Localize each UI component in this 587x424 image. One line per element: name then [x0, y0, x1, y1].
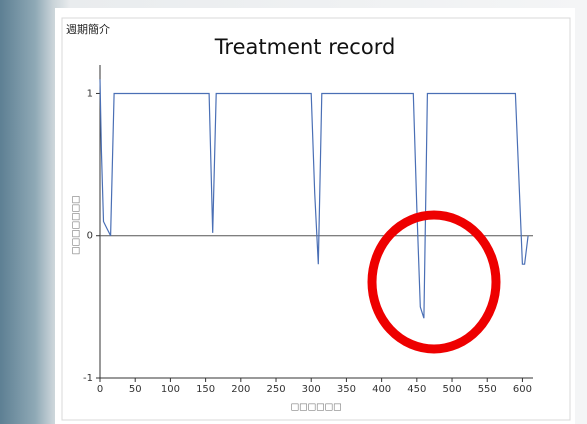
x-axis-label: □□□□□□: [290, 403, 341, 413]
chart-title: Treatment record: [214, 35, 396, 59]
y-tick-label: 0: [87, 231, 93, 242]
x-tick-label: 600: [513, 384, 532, 395]
x-tick-label: 100: [161, 384, 180, 395]
y-tick-label: 1: [87, 88, 93, 99]
x-tick-label: 150: [196, 384, 215, 395]
x-tick-label: 0: [97, 384, 103, 395]
panel-border: [61, 17, 571, 421]
x-tick-label: 550: [478, 384, 497, 395]
x-tick-label: 500: [442, 384, 461, 395]
highlight-circle: [367, 210, 501, 354]
y-tick-label: -1: [83, 373, 93, 384]
plot: -1 0 1 0 50 100 150 200 250 300 350 400 450 500 550 600: [83, 65, 533, 395]
x-tick-label: 450: [407, 384, 426, 395]
x-tick-label: 300: [302, 384, 321, 395]
x-tick-label: 200: [231, 384, 250, 395]
x-tick-label: 350: [337, 384, 356, 395]
panel-label: 週期簡介: [66, 22, 110, 36]
y-axis-label: □□□□□□□: [71, 195, 81, 255]
panel: [55, 8, 575, 424]
data-line: [99, 79, 529, 319]
x-tick-label: 50: [129, 384, 142, 395]
x-tick-label: 250: [266, 384, 285, 395]
x-tick-label: 400: [372, 384, 391, 395]
